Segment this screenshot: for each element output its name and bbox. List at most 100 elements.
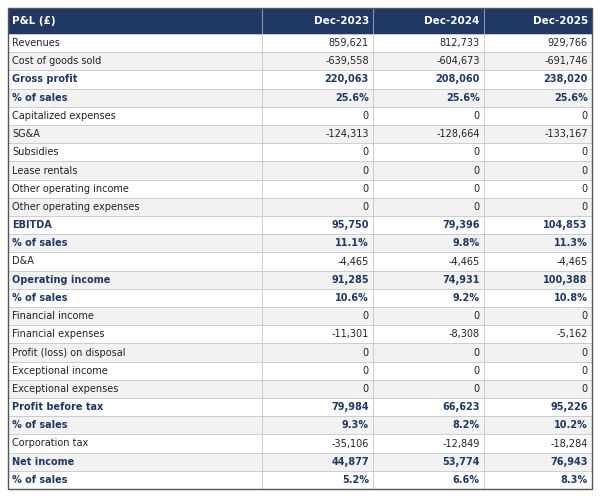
Text: Corporation tax: Corporation tax [12,438,88,448]
Text: 0: 0 [581,347,588,357]
Text: 44,877: 44,877 [331,457,369,467]
Bar [262,234,373,252]
Text: D&A: D&A [12,256,34,266]
Bar [373,343,484,362]
Text: 53,774: 53,774 [442,457,480,467]
Bar [262,307,373,325]
Text: 238,020: 238,020 [544,75,588,84]
Text: 8.2%: 8.2% [452,420,480,430]
Text: -12,849: -12,849 [442,438,480,448]
Bar [484,270,592,289]
Text: Cost of goods sold: Cost of goods sold [12,56,101,66]
Bar [8,270,262,289]
Text: 104,853: 104,853 [544,220,588,230]
Bar [373,416,484,434]
Text: Profit before tax: Profit before tax [12,402,103,412]
Bar [262,107,373,125]
Text: -691,746: -691,746 [544,56,588,66]
Text: 0: 0 [362,347,369,357]
Text: Revenues: Revenues [12,38,60,48]
Text: 220,063: 220,063 [325,75,369,84]
Text: 0: 0 [581,111,588,121]
Bar [8,198,262,216]
Text: 0: 0 [581,166,588,175]
Bar [8,234,262,252]
Bar [262,198,373,216]
Text: 25.6%: 25.6% [554,93,588,103]
Text: 10.8%: 10.8% [554,293,588,303]
Bar [484,343,592,362]
Text: -133,167: -133,167 [544,129,588,139]
Text: 11.1%: 11.1% [335,238,369,248]
Bar [373,252,484,270]
Text: 0: 0 [362,184,369,194]
Text: SG&A: SG&A [12,129,40,139]
Text: 0: 0 [362,111,369,121]
Bar [484,8,592,34]
Text: Exceptional income: Exceptional income [12,366,108,376]
Bar [484,434,592,453]
Text: 0: 0 [473,202,480,212]
Text: 9.8%: 9.8% [452,238,480,248]
Bar [373,325,484,343]
Bar [484,252,592,270]
Text: 9.2%: 9.2% [453,293,480,303]
Text: -639,558: -639,558 [325,56,369,66]
Bar [262,179,373,198]
Bar [373,471,484,489]
Text: 74,931: 74,931 [442,275,480,285]
Bar [8,289,262,307]
Text: EBITDA: EBITDA [12,220,52,230]
Text: 0: 0 [473,147,480,157]
Bar [484,88,592,107]
Bar [262,252,373,270]
Text: 0: 0 [581,311,588,321]
Bar [8,71,262,88]
Bar [262,325,373,343]
Text: 5.2%: 5.2% [342,475,369,485]
Bar [262,471,373,489]
Bar [262,88,373,107]
Bar [373,307,484,325]
Text: 0: 0 [473,366,480,376]
Text: 0: 0 [362,311,369,321]
Text: % of sales: % of sales [12,293,68,303]
Bar [484,380,592,398]
Text: Other operating income: Other operating income [12,184,129,194]
Text: 79,396: 79,396 [442,220,480,230]
Bar [373,216,484,234]
Bar [373,143,484,162]
Text: 95,750: 95,750 [331,220,369,230]
Text: % of sales: % of sales [12,93,68,103]
Text: Profit (loss) on disposal: Profit (loss) on disposal [12,347,126,357]
Bar [373,198,484,216]
Text: 0: 0 [473,347,480,357]
Bar [262,34,373,52]
Bar [484,289,592,307]
Text: Other operating expenses: Other operating expenses [12,202,140,212]
Bar [8,453,262,471]
Text: -18,284: -18,284 [550,438,588,448]
Bar [8,307,262,325]
Text: -11,301: -11,301 [332,330,369,339]
Bar [8,252,262,270]
Text: 0: 0 [362,202,369,212]
Bar [484,234,592,252]
Text: 208,060: 208,060 [436,75,480,84]
Bar [8,34,262,52]
Bar [8,8,262,34]
Text: % of sales: % of sales [12,475,68,485]
Bar [8,107,262,125]
Text: 0: 0 [362,147,369,157]
Bar [484,179,592,198]
Text: 0: 0 [473,384,480,394]
Bar [8,125,262,143]
Bar [8,216,262,234]
Text: Dec-2024: Dec-2024 [424,16,480,26]
Text: 0: 0 [581,147,588,157]
Bar [484,471,592,489]
Bar [484,307,592,325]
Text: 0: 0 [581,202,588,212]
Bar [373,270,484,289]
Text: 79,984: 79,984 [331,402,369,412]
